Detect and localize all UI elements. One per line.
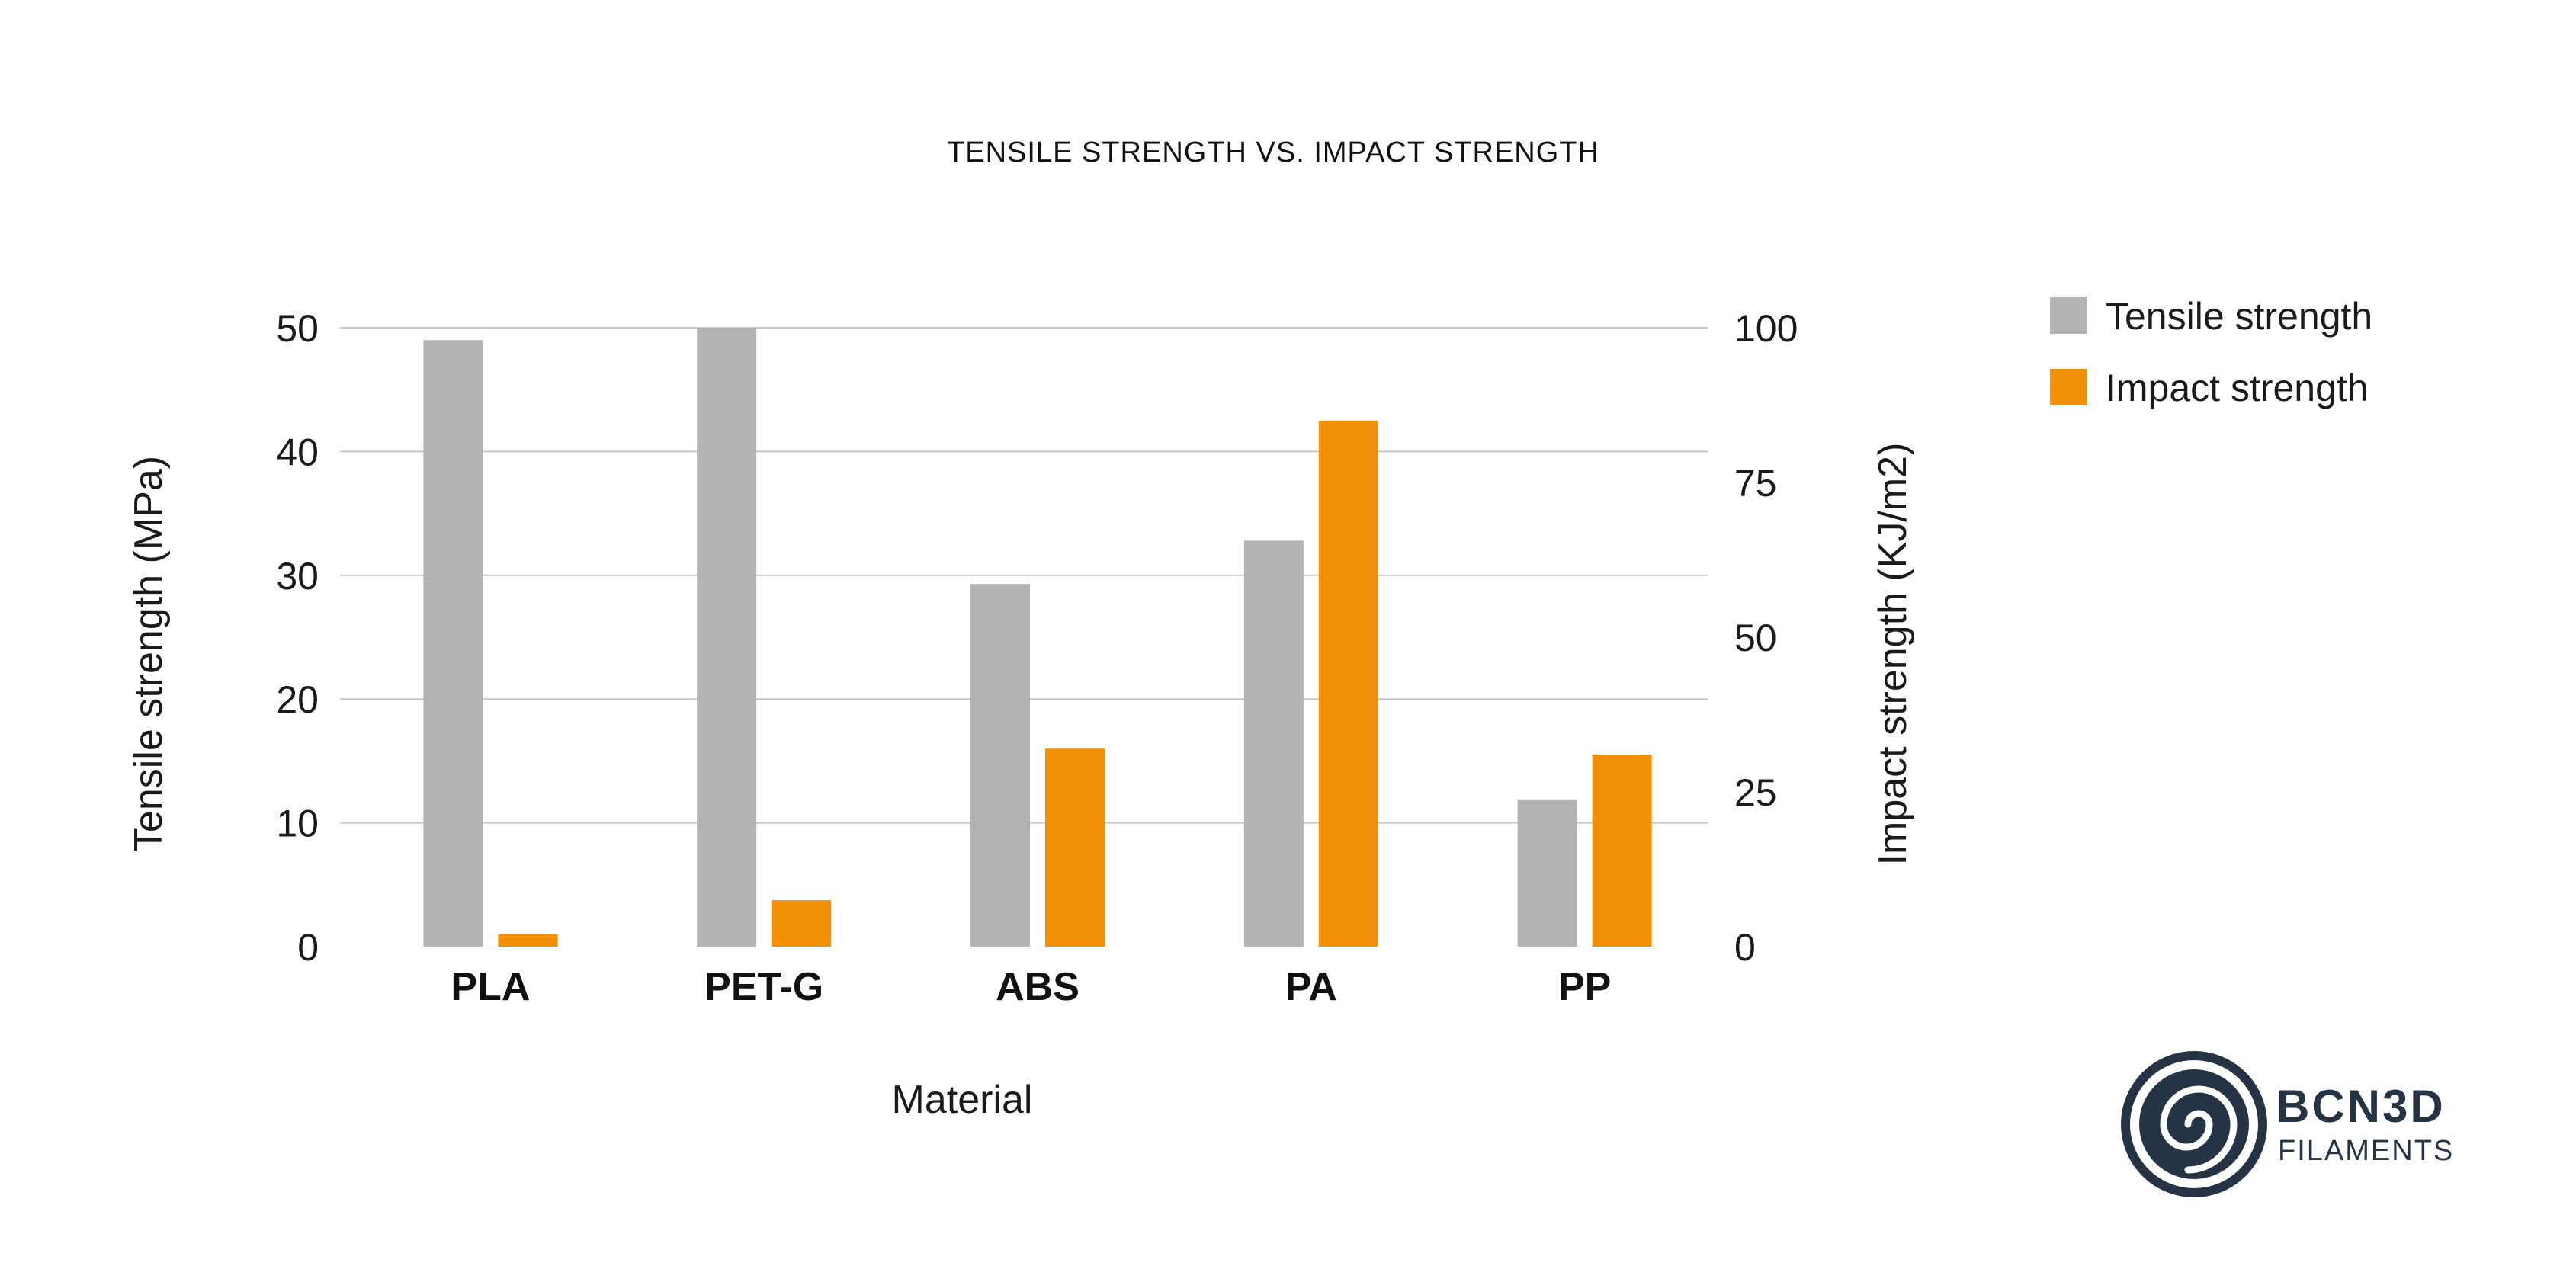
category-label: PP: [1558, 965, 1611, 1009]
y-tick-label: 0: [297, 926, 319, 969]
bar-tensile-pet-g: [697, 328, 757, 947]
category-label: PLA: [451, 965, 530, 1009]
spiral-logo-icon: [2121, 1051, 2267, 1197]
category-label: ABS: [996, 965, 1079, 1009]
legend-swatch-impact: [2050, 369, 2087, 405]
y-tick-label: 20: [276, 678, 319, 721]
y2-tick-label: 50: [1734, 617, 1777, 659]
gridlines: [340, 327, 1708, 824]
category-label: PET-G: [704, 965, 823, 1009]
y-axis-label: Tensile strength (MPa): [127, 456, 171, 852]
bar-impact-pp: [1592, 755, 1652, 947]
legend-swatch-tensile: [2050, 297, 2087, 334]
y2-tick-label: 25: [1734, 771, 1777, 814]
legend: Tensile strength Impact strength: [2050, 295, 2372, 409]
y-tick-label: 10: [276, 803, 319, 845]
brand-name: BCN3D: [2276, 1081, 2446, 1132]
bar-tensile-abs: [970, 584, 1030, 947]
chart-title: TENSILE STRENGTH VS. IMPACT STRENGTH: [947, 136, 1599, 168]
category-label: PA: [1285, 965, 1337, 1009]
bars: [423, 328, 1652, 947]
right-axis-ticks: 0 25 50 75 100: [1734, 307, 1798, 969]
legend-label-impact: Impact strength: [2106, 367, 2369, 409]
category-labels: PLA PET-G ABS PA PP: [451, 965, 1611, 1009]
bar-impact-pa: [1318, 420, 1378, 947]
y2-axis-label: Impact strength (KJ/m2): [1871, 443, 1915, 866]
y-tick-label: 50: [276, 307, 319, 350]
bar-tensile-pp: [1517, 799, 1577, 947]
bar-tensile-pa: [1243, 540, 1304, 947]
y2-tick-label: 0: [1734, 926, 1756, 969]
y-tick-label: 40: [276, 431, 319, 473]
bar-impact-pla: [498, 934, 558, 947]
y2-tick-label: 100: [1734, 307, 1798, 350]
legend-label-tensile: Tensile strength: [2106, 295, 2372, 338]
brand-subtitle: FILAMENTS: [2278, 1135, 2454, 1167]
brand-logo: BCN3D FILAMENTS: [2121, 1051, 2454, 1197]
bar-tensile-pla: [423, 340, 483, 947]
bar-impact-abs: [1045, 748, 1105, 947]
left-axis-ticks: 0 10 20 30 40 50: [276, 307, 319, 969]
x-axis-label: Material: [892, 1078, 1033, 1122]
y2-tick-label: 75: [1734, 462, 1777, 505]
y-tick-label: 30: [276, 555, 319, 598]
bar-impact-pet-g: [772, 900, 832, 947]
